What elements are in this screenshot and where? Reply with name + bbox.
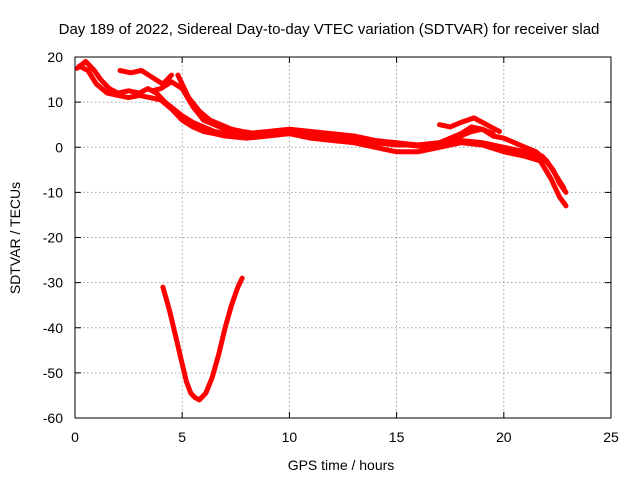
x-tick-label: 20 (496, 429, 512, 445)
series-line-dip (160, 275, 245, 403)
ticks: 0 5 10 15 20 25 -60 -50 -40 -30 -20 -10 0 10 20 (43, 49, 619, 445)
y-tick-label: -30 (43, 275, 63, 291)
y-tick-label: 0 (55, 139, 63, 155)
series-line-track-b (76, 63, 569, 209)
series-layer (74, 59, 569, 403)
series-line-track-c (117, 68, 174, 87)
y-axis-label: SDTVAR / TECUs (7, 182, 23, 294)
x-tick-label: 0 (71, 429, 79, 445)
x-tick-label: 5 (178, 429, 186, 445)
grid (75, 57, 611, 418)
chart-title: Day 189 of 2022, Sidereal Day-to-day VTE… (59, 21, 600, 38)
y-tick-label: -10 (43, 184, 63, 200)
y-tick-label: -60 (43, 410, 63, 426)
y-tick-label: -50 (43, 365, 63, 381)
x-tick-label: 25 (603, 429, 619, 445)
x-tick-label: 15 (389, 429, 405, 445)
series-line-track-e (175, 72, 496, 150)
y-tick-label: -20 (43, 230, 63, 246)
x-tick-label: 10 (282, 429, 298, 445)
series-line-track-f (437, 115, 502, 134)
y-tick-label: 10 (47, 94, 63, 110)
y-tick-label: 20 (47, 49, 63, 65)
y-tick-label: -40 (43, 320, 63, 336)
x-axis-label: GPS time / hours (288, 457, 395, 473)
